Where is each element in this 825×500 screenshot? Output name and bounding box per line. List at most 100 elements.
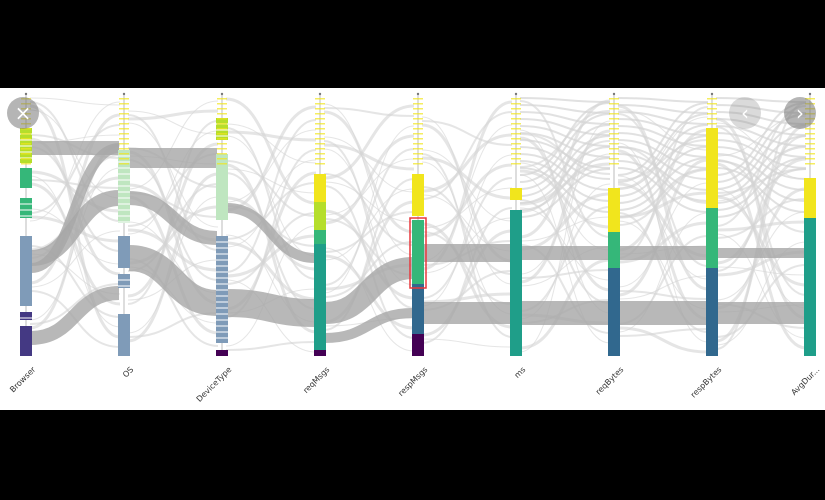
category-tick: [511, 143, 521, 145]
category-tick: [609, 148, 619, 150]
category-tick: [805, 143, 815, 145]
link-ribbon: [617, 113, 709, 183]
link-ribbon: [225, 97, 317, 205]
category-tick: [413, 103, 423, 105]
link-ribbon: [715, 132, 807, 158]
link-ribbon: [323, 104, 415, 180]
link-ribbon: [519, 132, 611, 158]
previous-image-icon[interactable]: ‹: [729, 97, 761, 129]
category-tick: [413, 148, 423, 150]
link-ribbon: [225, 234, 317, 278]
category-bar: [314, 174, 326, 202]
link-ribbon: [421, 133, 513, 193]
link-ribbon: [323, 181, 415, 223]
link-ribbon: [617, 221, 709, 264]
link-ribbon: [226, 289, 316, 327]
category-tick: [217, 153, 227, 155]
category-tick: [21, 148, 31, 150]
link-ribbon: [519, 120, 611, 353]
selection-highlight-box: [409, 217, 427, 289]
axis-handle: [122, 92, 126, 96]
link-ribbon: [519, 160, 611, 202]
category-bar: [804, 178, 816, 218]
link-ribbon: [225, 135, 317, 257]
link-ribbon: [715, 167, 807, 213]
link-ribbon: [715, 124, 807, 190]
category-bar: [412, 174, 424, 216]
category-tick: [609, 163, 619, 165]
category-tick: [413, 98, 423, 100]
link-ribbon: [29, 101, 121, 222]
category-bar: [412, 334, 424, 356]
link-ribbon: [617, 153, 709, 191]
link-ribbon: [715, 157, 807, 211]
link-ribbon: [715, 168, 807, 218]
link-ribbon: [617, 104, 709, 114]
link-ribbon: [617, 169, 709, 226]
category-tick: [511, 98, 521, 100]
category-tick: [511, 138, 521, 140]
category-tick: [413, 113, 423, 115]
link-ribbon: [617, 97, 709, 103]
link-ribbon: [421, 163, 513, 238]
category-tick: [413, 128, 423, 130]
link-ribbon: [617, 275, 709, 300]
link-ribbon: [323, 158, 415, 216]
link-ribbon: [324, 257, 414, 324]
link-ribbon: [30, 190, 120, 266]
category-bar: [706, 128, 718, 208]
link-ribbon: [127, 109, 219, 121]
category-bar: [118, 274, 130, 288]
link-ribbon: [225, 341, 317, 351]
close-icon[interactable]: ×: [7, 97, 39, 129]
category-tick: [315, 108, 325, 110]
category-tick: [609, 133, 619, 135]
dimension-label: respBytes: [689, 365, 723, 399]
link-ribbon: [617, 139, 709, 181]
category-tick: [119, 153, 129, 155]
category-tick: [217, 138, 227, 140]
category-tick: [217, 113, 227, 115]
link-ribbon: [617, 160, 709, 202]
link-ribbon: [323, 211, 415, 253]
category-tick: [805, 163, 815, 165]
category-tick: [217, 148, 227, 150]
category-tick: [217, 133, 227, 135]
category-bar: [510, 210, 522, 356]
link-ribbon: [421, 111, 513, 200]
link-ribbon: [519, 100, 611, 238]
link-ribbon: [617, 168, 709, 218]
link-ribbon: [323, 185, 415, 339]
category-bar: [608, 188, 620, 232]
next-image-icon[interactable]: ›: [784, 97, 816, 129]
link-ribbon: [421, 156, 513, 200]
category-tick: [707, 108, 717, 110]
category-tick: [511, 128, 521, 130]
category-tick: [805, 158, 815, 160]
link-ribbon: [715, 153, 807, 191]
link-ribbon: [715, 122, 807, 180]
category-tick: [609, 103, 619, 105]
dimension-label: respMsgs: [396, 365, 429, 398]
axis-handle: [318, 92, 322, 96]
category-tick: [21, 128, 31, 130]
link-ribbon: [225, 212, 317, 285]
category-bar: [314, 244, 326, 350]
category-tick: [217, 103, 227, 105]
category-bar: [118, 314, 130, 356]
category-tick: [315, 158, 325, 160]
link-ribbon: [323, 178, 415, 331]
link-ribbon: [519, 97, 611, 103]
link-ribbon: [127, 245, 219, 316]
link-ribbon: [715, 233, 807, 339]
link-ribbon: [323, 107, 415, 117]
category-bar: [216, 350, 228, 356]
link-ribbon: [29, 230, 121, 288]
link-ribbon: [715, 118, 807, 136]
category-tick: [119, 108, 129, 110]
link-ribbon: [30, 286, 120, 345]
link-ribbon: [29, 97, 121, 106]
category-tick: [413, 163, 423, 165]
link-ribbon: [617, 118, 709, 136]
chart-stage: Browser OS DeviceType reqMsgs respMsgs ms reqB…: [0, 88, 825, 410]
